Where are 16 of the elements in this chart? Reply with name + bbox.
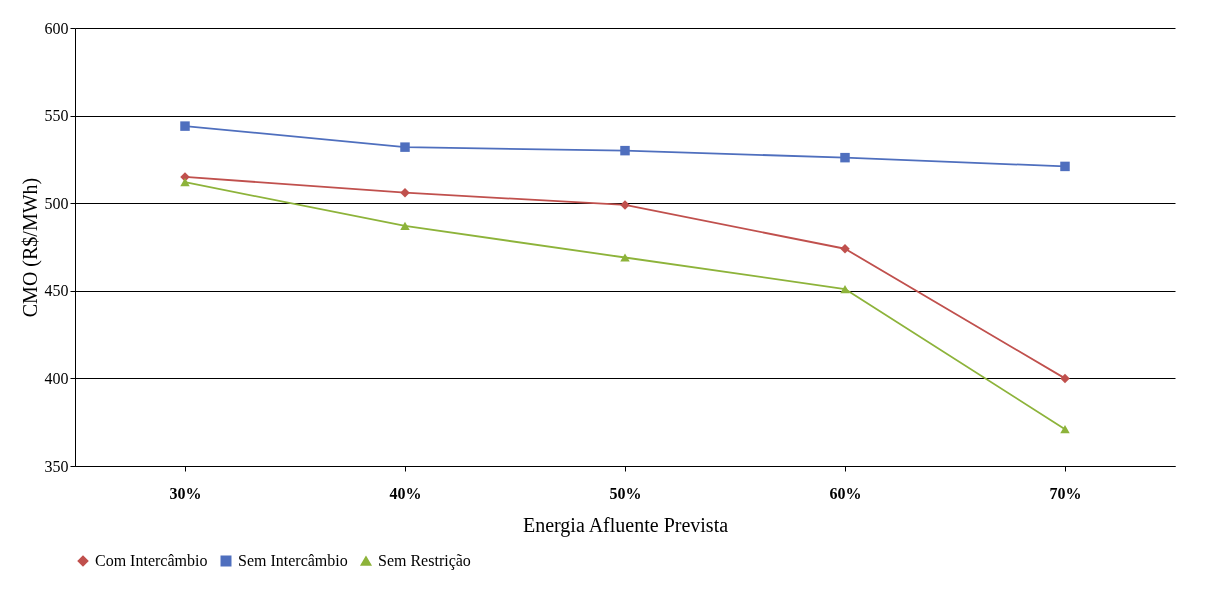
legend-label: Sem Restrição bbox=[378, 552, 471, 570]
legend-label: Sem Intercâmbio bbox=[238, 552, 348, 569]
y-tick-label: 550 bbox=[44, 107, 69, 125]
x-tick-label: 60% bbox=[829, 484, 862, 502]
x-axis-title: Energia Afluente Prevista bbox=[522, 513, 729, 537]
x-tick-label: 40% bbox=[389, 484, 422, 502]
y-tick-label: 400 bbox=[44, 369, 69, 387]
x-tick-label: 50% bbox=[609, 484, 642, 502]
y-axis-title: CMO (R$/MWh) bbox=[18, 177, 42, 318]
y-tick-label: 500 bbox=[44, 194, 69, 212]
x-tick-label: 30% bbox=[169, 484, 202, 502]
x-tick-label: 70% bbox=[1049, 484, 1082, 502]
y-tick-label: 350 bbox=[44, 457, 69, 475]
y-tick-label: 600 bbox=[44, 19, 69, 37]
legend-label: Com Intercâmbio bbox=[95, 552, 208, 569]
y-tick-label: 450 bbox=[44, 282, 69, 300]
